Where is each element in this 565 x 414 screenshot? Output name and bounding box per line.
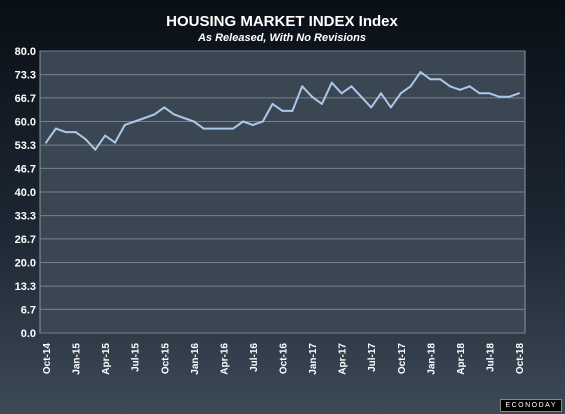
x-tick-label: Oct-15 [160,343,171,375]
x-tick-label: Apr-16 [219,343,230,375]
y-tick-label: 40.0 [15,187,36,199]
data-point [222,127,225,130]
x-axis: Oct-14 Jan-15 Apr-15 Jul-15 Oct-15 Jan-16 Apr-… [42,343,526,375]
data-point [360,95,363,98]
data-point [330,81,333,84]
x-tick-label: Jul-17 [367,343,378,372]
data-point [143,116,146,119]
x-tick-label: Apr-15 [101,343,112,375]
data-point [192,120,195,123]
data-point [419,71,422,74]
data-point [389,106,392,109]
data-point [54,127,57,130]
data-point [498,95,501,98]
data-point [232,127,235,130]
y-tick-label: 66.7 [15,93,36,105]
x-tick-label: Jul-16 [249,343,260,372]
data-point [311,95,314,98]
x-tick-label: Apr-17 [338,343,349,375]
data-point [74,131,77,134]
data-point [182,116,185,119]
data-point [84,138,87,141]
x-tick-label: Jan-16 [190,343,201,375]
data-point [429,78,432,81]
y-tick-label: 0.0 [21,328,36,340]
data-point [64,131,67,134]
data-point [271,102,274,105]
data-point [488,92,491,95]
data-point [468,85,471,88]
series-housing-market-index [45,71,520,151]
data-point [242,120,245,123]
x-tick-label: Oct-14 [42,343,53,375]
y-tick-label: 46.7 [15,163,36,175]
data-point [133,120,136,123]
data-point [261,120,264,123]
data-point [301,85,304,88]
y-tick-label: 13.3 [15,281,36,293]
x-tick-label: Jul-15 [131,343,142,372]
data-point [173,113,176,116]
x-tick-label: Jan-17 [308,343,319,375]
data-point [458,88,461,91]
x-tick-label: Jul-18 [485,343,496,372]
data-point [212,127,215,130]
x-tick-label: Jan-15 [72,343,83,375]
data-point [291,109,294,112]
brand-logo: ECONODAY [500,399,562,412]
data-point [94,148,97,151]
data-point [508,95,511,98]
x-tick-label: Oct-17 [397,343,408,375]
data-point [340,92,343,95]
y-tick-label: 33.3 [15,211,36,223]
x-tick-label: Apr-18 [456,343,467,375]
data-point [518,92,520,95]
data-point [281,109,284,112]
data-point [251,124,254,127]
chart-subtitle: As Released, With No Revisions [197,32,366,44]
y-tick-label: 60.0 [15,117,36,129]
y-tick-label: 80.0 [15,46,36,58]
data-point [202,127,205,130]
data-point [104,134,107,137]
gridlines [40,50,525,334]
data-point [380,92,383,95]
y-tick-label: 20.0 [15,258,36,270]
data-point [370,106,373,109]
y-tick-label: 53.3 [15,140,36,152]
data-point [478,92,481,95]
x-tick-label: Oct-18 [515,343,526,375]
data-point [399,92,402,95]
data-point [439,78,442,81]
data-point [45,141,47,144]
data-point [163,106,166,109]
x-tick-label: Jan-18 [426,343,437,375]
y-tick-label: 26.7 [15,234,36,246]
y-tick-label: 6.7 [21,304,36,316]
data-point [409,85,412,88]
y-tick-label: 73.3 [15,70,36,82]
data-point [153,113,156,116]
chart-title: HOUSING MARKET INDEX Index [166,13,398,30]
y-axis: 0.0 6.7 13.3 20.0 26.7 33.3 40.0 46.7 53.3 60.0 66… [15,46,36,340]
data-point [113,141,116,144]
data-point [449,85,452,88]
data-point [123,124,126,127]
data-point [350,85,353,88]
x-tick-label: Oct-16 [279,343,290,375]
data-point [320,102,323,105]
